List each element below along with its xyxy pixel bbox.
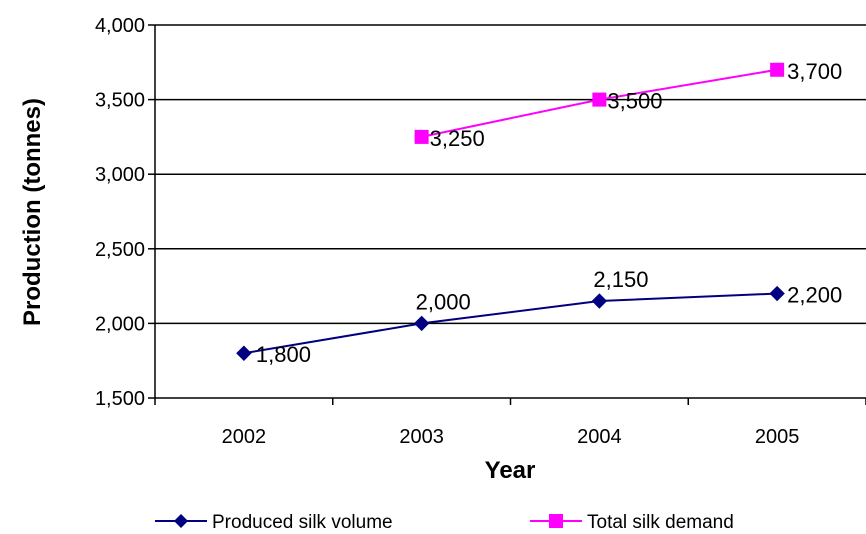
data-labels: 1,800 2,000 2,150 2,200 3,250 3,500 3,700 [256,59,842,367]
series-line-1 [243,292,778,355]
legend-marker [174,514,188,528]
y-tick-label: 1,500 [95,388,145,410]
x-tick-label: 2003 [399,426,444,448]
legend-marker [549,514,563,528]
x-tick-label: 2005 [755,426,800,448]
gridlines [155,24,866,325]
y-tick-label: 2,500 [95,239,145,261]
x-tick-label: 2004 [577,426,622,448]
data-label: 2,200 [787,283,842,308]
y-tick-label: 3,000 [95,164,145,186]
data-point [592,92,607,107]
x-axis-title: Year [485,457,536,484]
x-tick-label: 2002 [222,426,267,448]
data-label: 3,700 [787,59,842,84]
legend: Produced silk volume Total silk demand [155,512,734,533]
legend-label: Produced silk volume [212,512,393,533]
data-point [236,345,252,361]
y-tick-label: 2,000 [95,313,145,335]
x-tick-labels: 2002 2003 2004 2005 [222,426,800,448]
series-lines [236,62,785,361]
data-label: 2,150 [593,267,648,292]
data-label: 2,000 [416,289,471,314]
axes [148,24,866,405]
y-axis-title: Production (tonnes) [19,98,46,326]
y-tick-label: 3,500 [95,90,145,112]
data-point [770,62,785,77]
data-point [413,315,430,332]
data-label: 3,250 [430,126,485,151]
data-point [769,285,785,302]
data-label: 1,800 [256,342,311,367]
y-tick-label: 4,000 [95,15,145,37]
data-point [591,293,608,309]
legend-label: Total silk demand [587,512,734,533]
data-label: 3,500 [607,89,662,114]
data-point [414,129,429,144]
y-tick-labels: 1,500 2,000 2,500 3,000 3,500 4,000 [95,15,145,410]
